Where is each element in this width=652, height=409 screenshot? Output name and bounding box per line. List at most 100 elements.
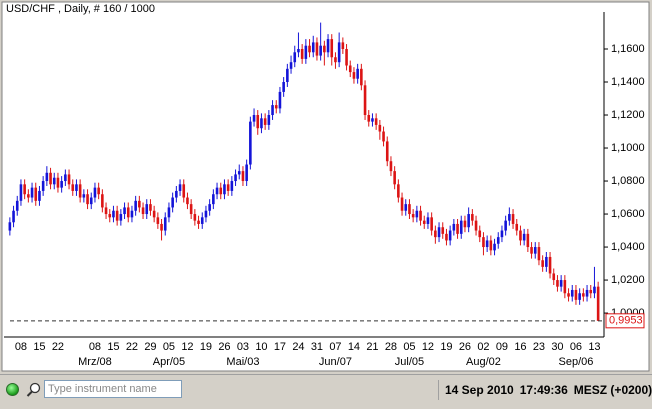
candle-body xyxy=(223,184,226,195)
candle-body xyxy=(315,42,319,56)
x-tick-label: 03 xyxy=(237,341,249,353)
candle-body xyxy=(382,131,385,142)
candle-body xyxy=(226,184,230,191)
candle-body xyxy=(378,124,382,132)
x-tick-label: 26 xyxy=(459,341,471,353)
y-tick-label: 1,1400 xyxy=(611,76,645,88)
candle-body xyxy=(371,118,374,122)
candle-body xyxy=(496,237,500,244)
candle-body xyxy=(397,184,400,198)
candle-body xyxy=(19,184,23,201)
candle-body xyxy=(589,289,593,294)
candle-body xyxy=(101,194,104,208)
candle-body xyxy=(404,204,408,211)
candle-body xyxy=(459,220,463,234)
month-label: Mrz/08 xyxy=(78,356,112,368)
x-tick-label: 09 xyxy=(496,341,508,353)
candle-body xyxy=(330,39,334,58)
candle-body xyxy=(256,115,260,129)
candle-body xyxy=(286,68,289,83)
candle-body xyxy=(15,200,19,211)
candle-body xyxy=(545,256,548,267)
candle-body xyxy=(12,210,15,223)
candle-body xyxy=(485,240,489,248)
x-tick-label: 31 xyxy=(311,341,323,353)
candle-body xyxy=(363,85,367,116)
x-tick-label: 21 xyxy=(366,341,378,353)
candle-body xyxy=(493,243,496,251)
candle-body xyxy=(448,230,452,241)
candle-body xyxy=(189,204,193,215)
candle-body xyxy=(297,48,300,53)
candle-body xyxy=(341,42,345,49)
candle-body xyxy=(193,214,197,221)
candle-body xyxy=(197,220,200,224)
candle-body xyxy=(467,214,470,228)
candle-body xyxy=(204,210,208,218)
month-label: Sep/06 xyxy=(559,356,594,368)
candle-body xyxy=(182,184,186,198)
candle-body xyxy=(67,174,71,185)
x-tick-label: 15 xyxy=(33,341,45,353)
x-tick-label: 12 xyxy=(181,341,193,353)
candle-body xyxy=(393,171,396,185)
candle-body xyxy=(289,62,293,69)
candle-body xyxy=(138,200,141,208)
candle-body xyxy=(334,57,337,63)
connection-indicator[interactable] xyxy=(6,383,19,396)
candle-body xyxy=(500,230,504,238)
candle-body xyxy=(82,194,86,198)
candle-body xyxy=(123,207,126,215)
candle-body xyxy=(212,194,215,205)
x-tick-label: 17 xyxy=(274,341,286,353)
y-tick-label: 1,1000 xyxy=(611,142,645,154)
x-tick-label: 28 xyxy=(385,341,397,353)
candle-body xyxy=(41,181,45,191)
candle-body xyxy=(537,247,541,261)
candle-body xyxy=(175,190,178,198)
candle-body xyxy=(582,293,585,297)
candle-body xyxy=(145,204,149,215)
x-tick-label: 14 xyxy=(348,341,360,353)
search-icon[interactable] xyxy=(26,382,42,398)
candle-body xyxy=(89,197,93,205)
x-tick-label: 06 xyxy=(570,341,582,353)
candle-body xyxy=(515,223,519,231)
candle-body xyxy=(64,174,67,182)
last-price-label: 0,9953 xyxy=(609,315,643,327)
candle-body xyxy=(374,118,378,125)
candle-body xyxy=(156,217,160,224)
candle-body xyxy=(208,204,211,211)
candle-body xyxy=(411,214,415,218)
candle-body xyxy=(570,289,574,297)
candle-body xyxy=(171,197,174,208)
x-tick-label: 26 xyxy=(218,341,230,353)
candle-body xyxy=(71,184,75,191)
candle-body xyxy=(52,177,56,185)
candle-body xyxy=(489,240,493,251)
x-tick-label: 05 xyxy=(163,341,175,353)
x-tick-label: 22 xyxy=(52,341,64,353)
instrument-search[interactable]: Type instrument name xyxy=(44,380,182,398)
candle-body xyxy=(163,217,167,231)
x-tick-label: 10 xyxy=(255,341,267,353)
x-tick-label: 02 xyxy=(477,341,489,353)
candle-body xyxy=(367,115,371,122)
candle-body xyxy=(511,214,515,224)
candle-body xyxy=(45,172,49,182)
candle-body xyxy=(430,217,433,231)
candle-body xyxy=(478,230,482,238)
x-tick-label: 12 xyxy=(422,341,434,353)
candle-body xyxy=(104,207,108,215)
candle-body xyxy=(319,45,322,56)
candle-body xyxy=(445,233,448,241)
candle-body xyxy=(308,45,311,53)
candle-body xyxy=(215,187,219,195)
candle-body xyxy=(160,223,163,231)
candle-body xyxy=(300,48,304,59)
candle-body xyxy=(108,214,112,218)
candle-body xyxy=(452,223,456,231)
candle-body xyxy=(93,187,97,198)
candle-body xyxy=(27,194,30,198)
